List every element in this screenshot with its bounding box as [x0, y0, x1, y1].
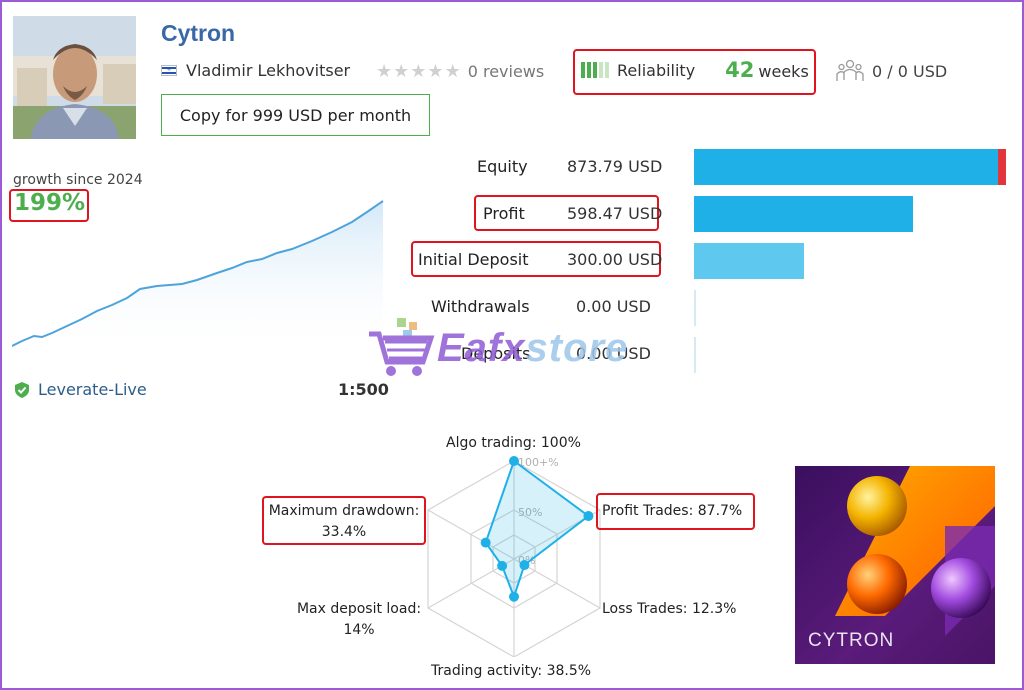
reliability-label: Reliability	[617, 60, 696, 80]
rating-stars[interactable]: ★ ★ ★ ★ ★ 0 reviews	[376, 61, 544, 82]
highlight-initial-deposit	[411, 241, 661, 277]
radar-data-area	[484, 459, 591, 600]
star-icon: ★	[393, 61, 410, 82]
radar-tick-100: 100+%	[518, 456, 559, 469]
radar-label-max-deposit-load: Max deposit load: 14%	[296, 601, 422, 638]
max-drawdown-value: 33.4%	[321, 524, 367, 540]
weeks-value: 42	[725, 58, 755, 82]
author-avatar[interactable]	[13, 16, 136, 139]
author-name[interactable]: Vladimir Lekhovitser	[186, 61, 351, 80]
stat-bar-equity[interactable]	[694, 149, 1006, 185]
radar-label-loss-trades: Loss Trades: 12.3%	[602, 601, 737, 617]
weeks-count: 42 weeks	[725, 58, 809, 82]
radar-label-trading-activity: Trading activity: 38.5%	[431, 663, 592, 679]
stat-value-profit: 598.47 USD	[567, 204, 663, 223]
growth-label: growth since 2024	[13, 172, 143, 188]
radar-point-4[interactable]	[497, 560, 508, 571]
subscribers-icon	[836, 59, 864, 81]
broker-name[interactable]: Leverate-Live	[38, 380, 147, 399]
stat-bar-initial-deposit[interactable]	[694, 243, 804, 279]
highlight-max-drawdown	[262, 496, 426, 545]
highlight-profit	[474, 195, 659, 231]
copy-subscribe-button[interactable]: Copy for 999 USD per month	[161, 94, 430, 136]
author-row[interactable]: ✡ Vladimir Lekhovitser	[161, 61, 350, 80]
max-deposit-load-value: 14%	[343, 622, 375, 638]
stat-label-equity: Equity	[477, 157, 528, 176]
highlight-growth	[9, 189, 89, 222]
radar-point-5[interactable]	[480, 537, 491, 548]
radar-point-3[interactable]	[509, 591, 519, 602]
israel-flag-icon: ✡	[161, 65, 177, 76]
logo-text: CYTRON	[808, 630, 895, 651]
highlight-profit-trades	[596, 493, 755, 530]
radar-point-1[interactable]	[583, 511, 594, 522]
broker-row[interactable]: Leverate-Live	[13, 380, 147, 399]
verified-check-icon	[15, 381, 29, 398]
stat-bar-deposits[interactable]	[694, 337, 696, 373]
radar-label-algo-trading: Algo trading: 100%	[446, 435, 581, 451]
star-icon: ★	[427, 61, 444, 82]
reliability-indicator: Reliability 42 weeks	[581, 58, 809, 82]
radar-label-max-drawdown: Maximum drawdown: 33.4%	[266, 503, 422, 540]
growth-line	[12, 200, 384, 347]
reliability-bars-icon	[581, 62, 609, 78]
leverage-value: 1:500	[338, 380, 389, 399]
stat-value-deposits: 0.00 USD	[576, 344, 651, 363]
radar-point-2[interactable]	[519, 560, 530, 571]
star-icon: ★	[376, 61, 393, 82]
stat-label-withdrawals: Withdrawals	[431, 297, 530, 316]
stat-value-equity: 873.79 USD	[567, 157, 663, 176]
reviews-count[interactable]: 0 reviews	[467, 62, 545, 81]
strategy-title[interactable]: Cytron	[161, 20, 236, 46]
radar-tick-50: 50%	[518, 506, 542, 519]
radar-label-profit-trades: Profit Trades: 87.7%	[602, 503, 743, 519]
star-icon: ★	[410, 61, 427, 82]
weeks-unit: weeks	[758, 62, 809, 81]
cytron-logo: CYTRON	[795, 466, 995, 664]
star-icon: ★	[444, 61, 461, 82]
growth-area	[12, 201, 383, 355]
subscribers-info: 0 / 0 USD	[836, 58, 947, 84]
stat-label-initial-deposit: Initial Deposit	[418, 250, 529, 269]
stat-label-profit: Profit	[483, 204, 525, 223]
stat-label-deposits: Deposits	[461, 344, 531, 363]
stat-bar-withdrawals[interactable]	[694, 290, 696, 326]
radar-chart[interactable]: 100+% 50% 0%	[422, 449, 606, 657]
growth-value: 199%	[14, 190, 86, 216]
highlight-reliability	[573, 49, 816, 95]
max-drawdown-label: Maximum drawdown:	[268, 503, 420, 519]
growth-chart[interactable]	[12, 195, 384, 355]
stat-bar-profit[interactable]	[694, 196, 913, 232]
stat-value-initial-deposit: 300.00 USD	[567, 250, 663, 269]
subscribers-value: 0 / 0 USD	[872, 61, 948, 81]
stat-value-withdrawals: 0.00 USD	[576, 297, 651, 316]
radar-point-0[interactable]	[509, 456, 519, 466]
max-deposit-load-label: Max deposit load:	[296, 601, 422, 617]
